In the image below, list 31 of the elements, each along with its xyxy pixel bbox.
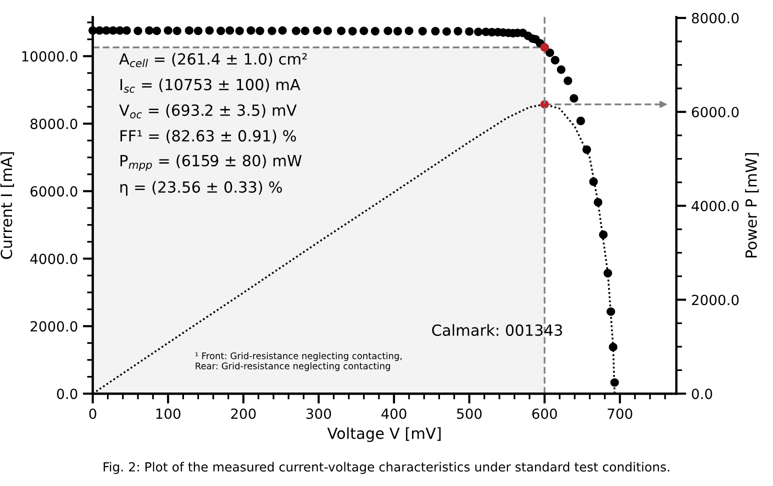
y2-tick-label: 6000.0 xyxy=(692,106,739,118)
x-tick-label: 700 xyxy=(608,408,632,419)
y-tick-label: 10000.0 xyxy=(22,51,78,62)
annotation: Calmark: 001343 xyxy=(432,324,562,336)
annotation: P$_{mpp}$ = (6159 ± 80) mW xyxy=(120,154,302,171)
x-tick-label: 300 xyxy=(306,408,332,419)
x-tick-label: 500 xyxy=(457,408,482,419)
annotation: FF¹ = (82.63 ± 0.91) % xyxy=(120,130,296,144)
y-tick-label: 6000.0 xyxy=(30,186,78,197)
caption: Fig. 2: Plot of the measured current-voltage characteristics under standard test conditions. xyxy=(104,462,670,474)
y-tick-label: 2000.0 xyxy=(30,321,78,332)
annotation: I$_{sc}$ = (10753 ± 100) mA xyxy=(120,78,300,93)
annotation: ¹ Front: Grid-resistance neglecting contacting, Rear: Grid-resistance neglecting contacting xyxy=(195,352,402,372)
y-tick-label: 4000.0 xyxy=(30,254,78,264)
x-axis-title: Voltage V [mV] xyxy=(327,427,441,442)
y2-axis-title: Power P [mW] xyxy=(745,153,759,258)
y2-tick-label: 8000.0 xyxy=(692,12,739,24)
y2-tick-label: 4000.0 xyxy=(692,200,739,212)
x-tick-label: 400 xyxy=(381,408,406,419)
y-tick-label: 0.0 xyxy=(57,388,78,400)
y2-tick-label: 2000.0 xyxy=(692,294,739,306)
x-tick-label: 0 xyxy=(89,408,96,419)
y-tick-label: 8000.0 xyxy=(30,118,78,130)
annotation: A$_{cell}$ = (261.4 ± 1.0) cm² xyxy=(119,52,307,68)
x-tick-label: 100 xyxy=(156,408,180,419)
x-tick-label: 600 xyxy=(532,408,557,419)
x-tick-label: 200 xyxy=(231,408,256,419)
y-axis-title: Current I [mA] xyxy=(0,152,14,259)
annotation: η = (23.56 ± 0.33) % xyxy=(120,181,282,196)
y2-tick-label: 0.0 xyxy=(692,388,712,400)
annotation: V$_{oc}$ = (693.2 ± 3.5) mV xyxy=(119,104,297,118)
